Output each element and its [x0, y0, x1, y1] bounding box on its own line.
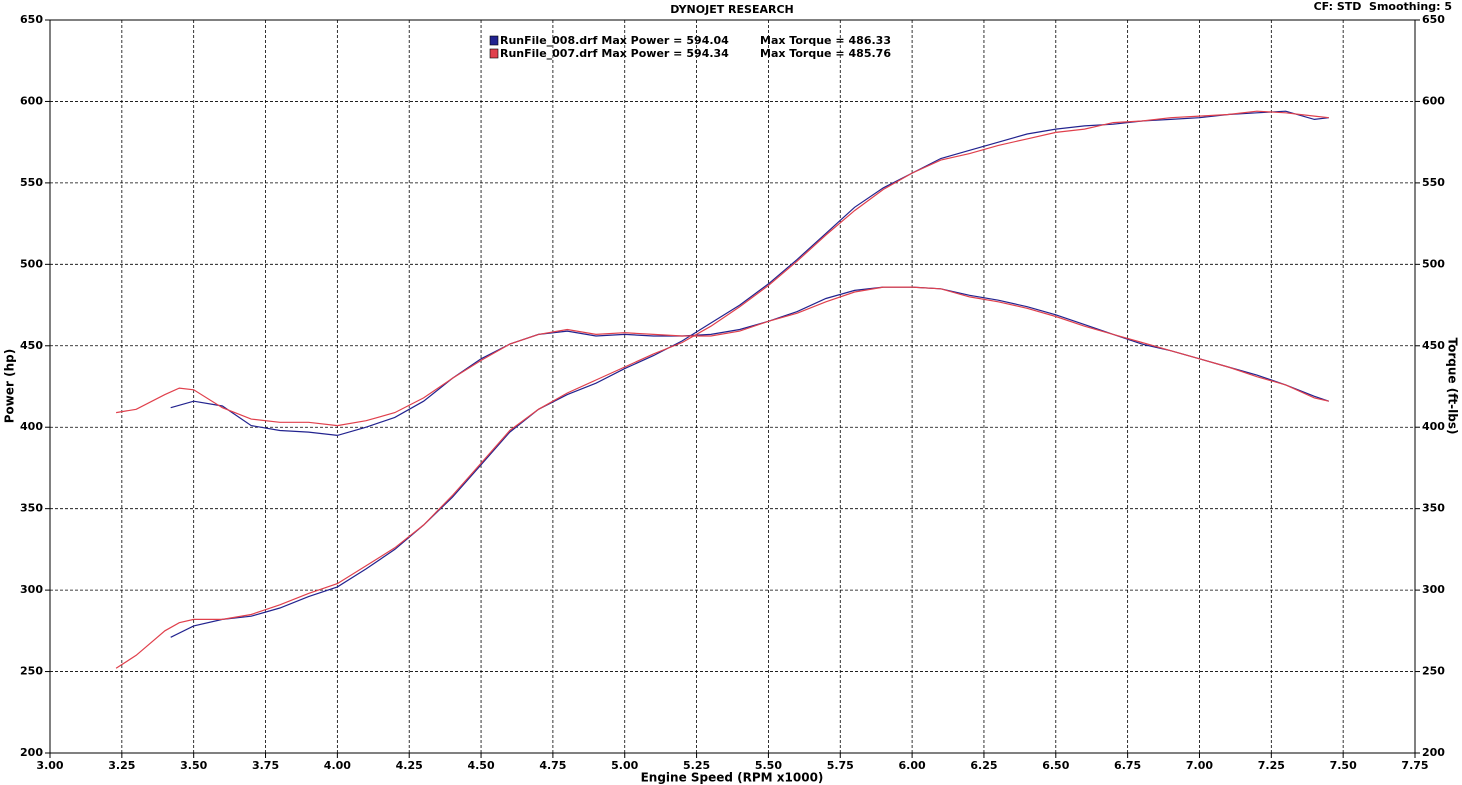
x-axis-label: Engine Speed (RPM x1000)	[641, 771, 824, 785]
legend-name: RunFile_008.drf	[500, 34, 598, 47]
y2-tick-label: 650	[1422, 13, 1445, 26]
chart-title: DYNOJET RESEARCH	[670, 3, 793, 16]
x-tick-label: 6.75	[1114, 759, 1141, 772]
x-tick-label: 5.75	[827, 759, 854, 772]
legend-max-torque: 486.33	[849, 34, 891, 47]
x-tick-label: 4.25	[396, 759, 423, 772]
x-tick-label: 7.50	[1330, 759, 1357, 772]
y-tick-label: 400	[20, 420, 43, 433]
y2-tick-label: 350	[1422, 502, 1445, 515]
y-tick-label: 200	[20, 746, 43, 759]
x-tick-label: 3.00	[36, 759, 63, 772]
y2-tick-label: 250	[1422, 665, 1445, 678]
y-tick-label: 600	[20, 94, 43, 107]
x-tick-label: 6.00	[899, 759, 926, 772]
legend-entry: RunFile_008.drf Max Power = 594.04 Max Torq…	[500, 34, 891, 47]
y-tick-label: 350	[20, 502, 43, 515]
legend-swatch	[489, 35, 499, 46]
torque-line	[170, 286, 1329, 437]
legend-max-power: 594.04	[686, 34, 729, 47]
legend-torque-label: Max Torque =	[760, 47, 845, 60]
x-tick-label: 5.25	[683, 759, 710, 772]
x-tick-label: 4.75	[539, 759, 566, 772]
legend-max-torque: 485.76	[849, 47, 892, 60]
x-tick-label: 5.50	[755, 759, 782, 772]
y-tick-label: 300	[20, 583, 43, 596]
y2-tick-label: 450	[1422, 339, 1445, 352]
y2-tick-label: 500	[1422, 257, 1445, 270]
x-tick-label: 7.00	[1186, 759, 1213, 772]
y2-axis-label: Torque (ft-lbs)	[1446, 338, 1460, 435]
x-tick-label: 4.50	[467, 759, 494, 772]
legend-power-label: Max Power =	[601, 34, 682, 47]
x-tick-label: 7.25	[1258, 759, 1285, 772]
x-tick-label: 3.25	[108, 759, 135, 772]
legend-max-power: 594.34	[686, 47, 729, 60]
x-tick-label: 3.50	[180, 759, 207, 772]
y2-tick-label: 300	[1422, 583, 1445, 596]
x-tick-label: 7.75	[1401, 759, 1428, 772]
legend-entry: RunFile_007.drf Max Power = 594.34 Max Torq…	[500, 47, 891, 60]
x-tick-label: 6.50	[1042, 759, 1069, 772]
y2-tick-label: 200	[1422, 746, 1445, 759]
legend-torque-label: Max Torque =	[760, 34, 845, 47]
y-tick-label: 450	[20, 339, 43, 352]
x-tick-label: 3.75	[252, 759, 279, 772]
legend-power-label: Max Power =	[601, 47, 682, 60]
x-tick-label: 5.00	[611, 759, 638, 772]
y-tick-label: 550	[20, 176, 43, 189]
y2-tick-label: 400	[1422, 420, 1445, 433]
x-tick-label: 6.25	[970, 759, 997, 772]
plot-area	[49, 19, 1416, 754]
y-tick-label: 500	[20, 257, 43, 270]
x-tick-label: 4.00	[324, 759, 351, 772]
legend-swatch	[489, 48, 499, 59]
torque-line	[116, 286, 1329, 427]
legend-name: RunFile_007.drf	[500, 47, 598, 60]
y-axis-label: Power (hp)	[3, 349, 17, 423]
power-line	[115, 110, 1329, 669]
y2-tick-label: 550	[1422, 176, 1445, 189]
y-tick-label: 650	[20, 13, 43, 26]
y2-tick-label: 600	[1422, 94, 1445, 107]
y-tick-label: 250	[20, 665, 43, 678]
settings-text: CF: STD Smoothing: 5	[1314, 0, 1452, 13]
